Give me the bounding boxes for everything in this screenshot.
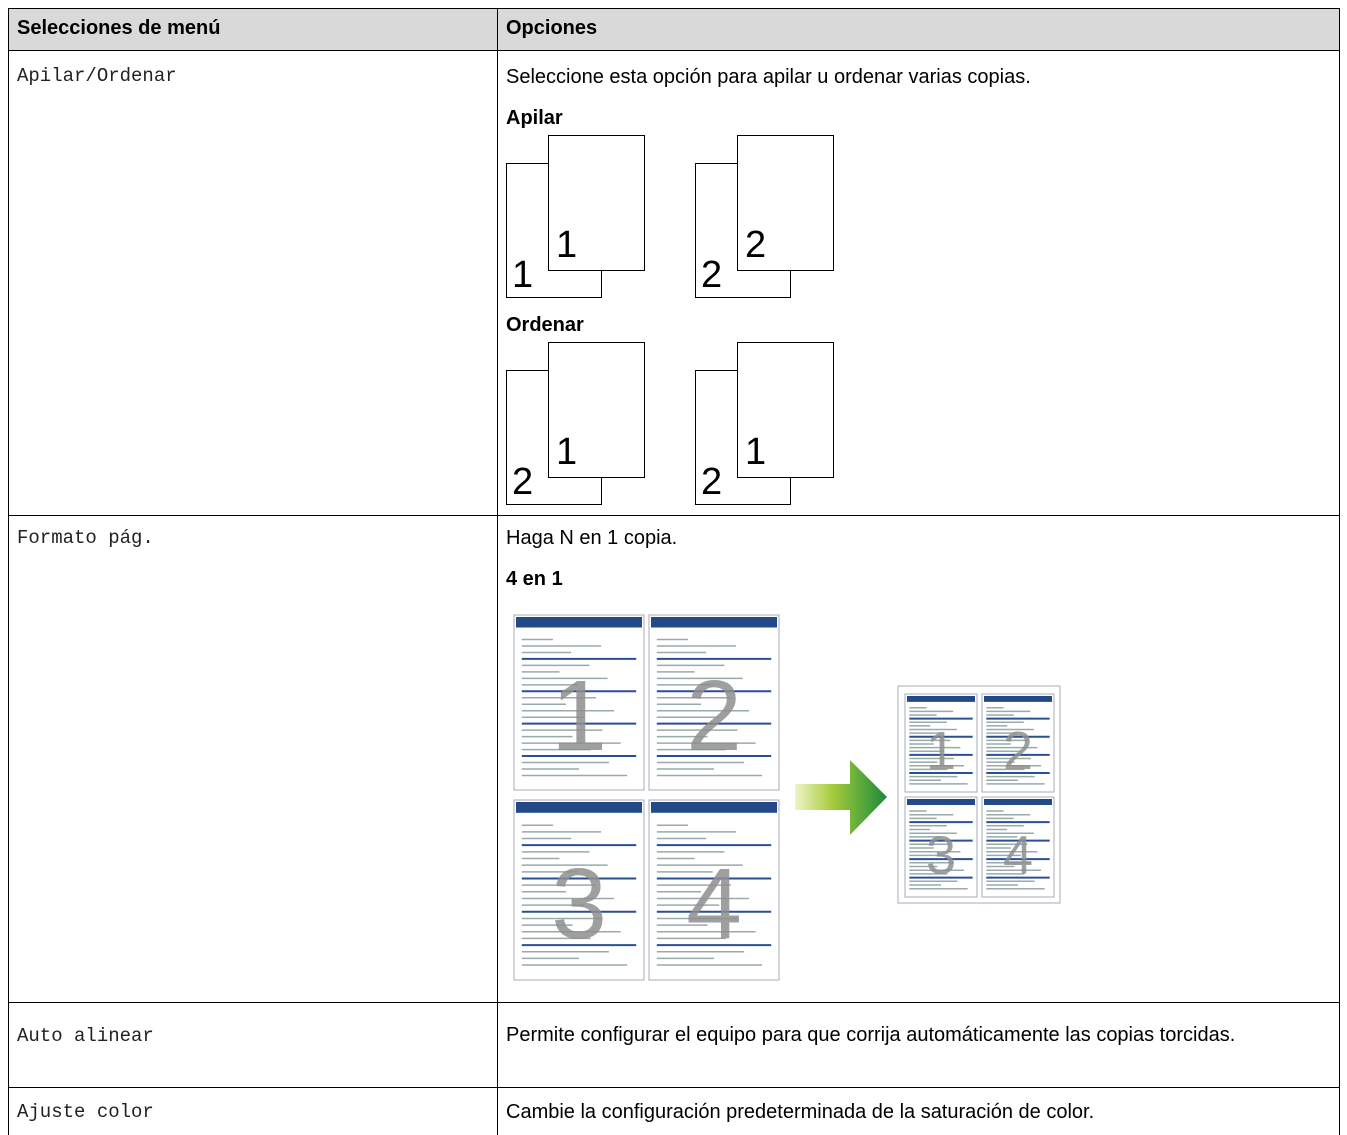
header-cell: Selecciones de menú (17, 17, 221, 39)
page-number: 1 (556, 431, 577, 473)
doc-page (648, 614, 780, 791)
page-number: 3 (551, 848, 607, 960)
doc-page (513, 614, 645, 791)
page-number: 3 (926, 825, 956, 885)
page-number: 4 (686, 848, 742, 960)
doc-header (984, 799, 1052, 805)
menu-item: Ajuste color (17, 1101, 154, 1123)
page-number: 2 (701, 254, 722, 296)
page-number: 1 (745, 431, 766, 473)
menu-item: Auto alinear (17, 1025, 154, 1047)
doc-header (907, 799, 975, 805)
page-number: 1 (556, 224, 577, 266)
page-number: 2 (1003, 721, 1033, 781)
doc-page (904, 693, 978, 793)
doc-page (513, 799, 645, 981)
section-heading: Ordenar (506, 314, 584, 336)
description: Cambie la configuración predeterminada d… (506, 1101, 1095, 1123)
menu-item: Formato pág. (17, 527, 154, 549)
page-number: 1 (512, 254, 533, 296)
arrow (795, 760, 887, 835)
page-number: 2 (745, 224, 766, 266)
description: Permite configurar el equipo para que co… (506, 1024, 1236, 1046)
page-number: 2 (701, 461, 722, 503)
doc-page (981, 796, 1055, 898)
front-page (737, 342, 834, 478)
page-number: 2 (512, 461, 533, 503)
doc-header (651, 802, 777, 813)
page-number: 1 (926, 721, 956, 781)
page-number: 1 (551, 660, 607, 772)
menu-item: Apilar/Ordenar (17, 65, 177, 87)
page-number: 4 (1003, 825, 1033, 885)
doc-header (984, 696, 1052, 702)
doc-page (904, 796, 978, 898)
header-cell: Opciones (506, 17, 598, 39)
section-heading: 4 en 1 (506, 568, 563, 590)
header-bg (8, 8, 1340, 50)
front-page (548, 342, 645, 478)
description: Haga N en 1 copia. (506, 527, 678, 549)
doc-header (516, 617, 642, 628)
page-number: 2 (686, 660, 742, 772)
doc-header (907, 696, 975, 702)
doc-header (651, 617, 777, 628)
front-page (737, 135, 834, 271)
front-page (548, 135, 645, 271)
description: Seleccione esta opción para apilar u ord… (506, 66, 1031, 88)
doc-page (648, 799, 780, 981)
doc-page (981, 693, 1055, 793)
doc-header (516, 802, 642, 813)
section-heading: Apilar (506, 107, 563, 129)
